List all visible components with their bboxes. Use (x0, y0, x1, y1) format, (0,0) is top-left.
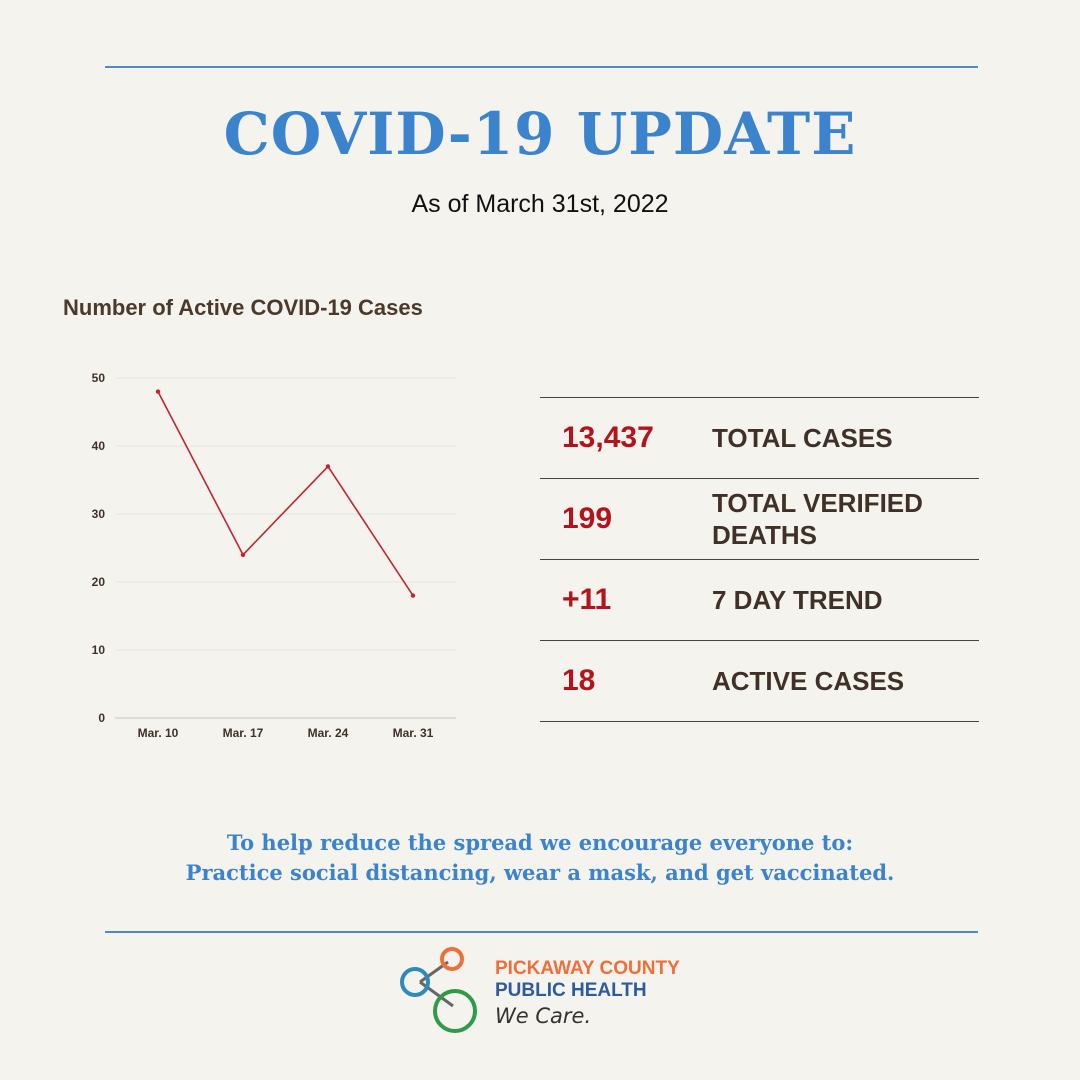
x-tick-label: Mar. 17 (223, 726, 264, 740)
y-tick-label: 40 (92, 439, 106, 453)
stat-label: TOTAL CASES (712, 423, 893, 453)
stat-value: 199 (562, 502, 613, 535)
y-tick-label: 20 (92, 575, 106, 589)
prevention-message: To help reduce the spread we encourage e… (140, 828, 940, 888)
org-logo: PICKAWAY COUNTY PUBLIC HEALTH We Care. (398, 944, 698, 1039)
y-tick-label: 10 (92, 643, 106, 657)
y-tick-label: 50 (92, 371, 106, 385)
org-name-line-2: PUBLIC HEALTH (495, 980, 647, 1001)
chart-title: Number of Active COVID-19 Cases (63, 295, 423, 320)
x-tick-label: Mar. 24 (308, 726, 349, 740)
data-point (410, 593, 416, 598)
top-divider (105, 66, 978, 68)
y-tick-label: 0 (98, 711, 105, 725)
data-point (325, 464, 331, 469)
page-subtitle: As of March 31st, 2022 (411, 190, 669, 218)
stat-row-total-cases: 13,437 TOTAL CASES (540, 397, 979, 478)
stat-value: 18 (562, 664, 596, 697)
bottom-divider (105, 931, 978, 933)
x-tick-label: Mar. 10 (138, 726, 179, 740)
molecule-logo-icon (400, 947, 477, 1033)
message-line-2: Practice social distancing, wear a mask,… (185, 860, 895, 885)
stat-row-total-deaths: 199 TOTAL VERIFIED DEATHS (540, 478, 979, 559)
stat-label: ACTIVE CASES (712, 666, 905, 696)
y-tick-label: 30 (92, 507, 106, 521)
stat-row-7-day-trend: +11 7 DAY TREND (540, 559, 979, 640)
stat-value: 13,437 (562, 421, 654, 454)
data-point (155, 389, 161, 394)
stat-label: 7 DAY TREND (712, 585, 883, 615)
data-point (240, 552, 246, 557)
series-line (157, 391, 414, 597)
stat-value: +11 (562, 583, 612, 616)
org-name-line-1: PICKAWAY COUNTY (495, 958, 680, 979)
stat-label: TOTAL VERIFIED DEATHS (712, 488, 923, 550)
x-tick-label: Mar. 31 (393, 726, 434, 740)
stat-row-active-cases: 18 ACTIVE CASES (540, 640, 979, 722)
stats-table: 13,437 TOTAL CASES 199 TOTAL VERIFIED DE… (540, 397, 979, 722)
message-line-1: To help reduce the spread we encourage e… (226, 830, 854, 855)
page-title: COVID-19 UPDATE (223, 100, 857, 168)
org-tagline: We Care. (495, 1004, 592, 1028)
